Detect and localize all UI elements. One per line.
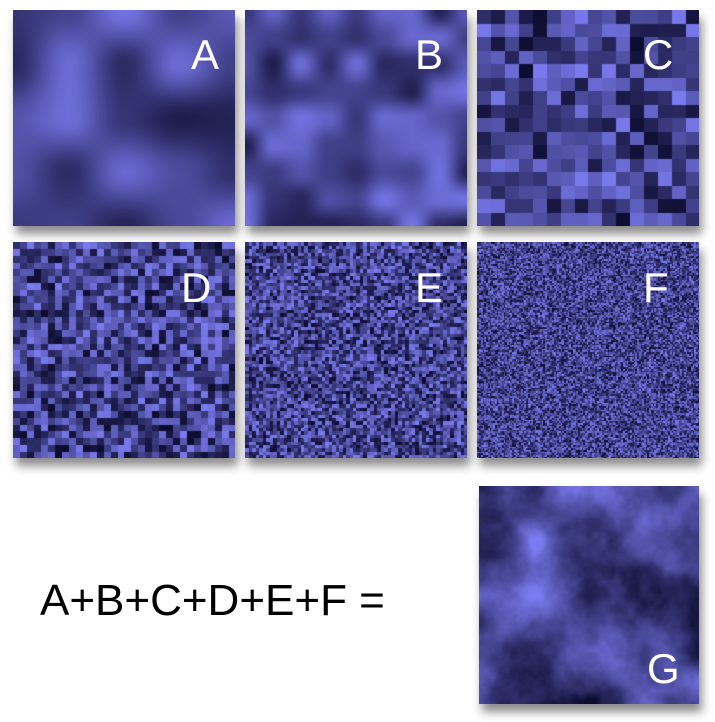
- tile-c-label: C: [643, 31, 674, 78]
- sum-equation: A+B+C+D+E+F =: [40, 576, 385, 625]
- tile-b-texture: [245, 10, 467, 226]
- tile-b: B: [245, 10, 467, 226]
- tile-a-label: A: [191, 31, 220, 78]
- tile-f-texture: [477, 242, 699, 458]
- tile-g-texture: [479, 486, 699, 704]
- tile-g: G: [479, 486, 699, 704]
- tile-d: D: [13, 242, 235, 458]
- tile-g-label: G: [647, 645, 680, 692]
- tile-d-label: D: [181, 264, 212, 311]
- tile-c-texture: [477, 10, 699, 226]
- tile-e: E: [245, 242, 467, 458]
- tile-b-label: B: [415, 31, 444, 78]
- tile-a-texture: [13, 10, 235, 226]
- tile-d-texture: [13, 242, 235, 458]
- tile-f: F: [477, 242, 699, 458]
- tile-a: A: [13, 10, 235, 226]
- tile-e-texture: [245, 242, 467, 458]
- tile-c: C: [477, 10, 699, 226]
- tile-e-label: E: [415, 264, 444, 311]
- tile-f-label: F: [643, 264, 669, 311]
